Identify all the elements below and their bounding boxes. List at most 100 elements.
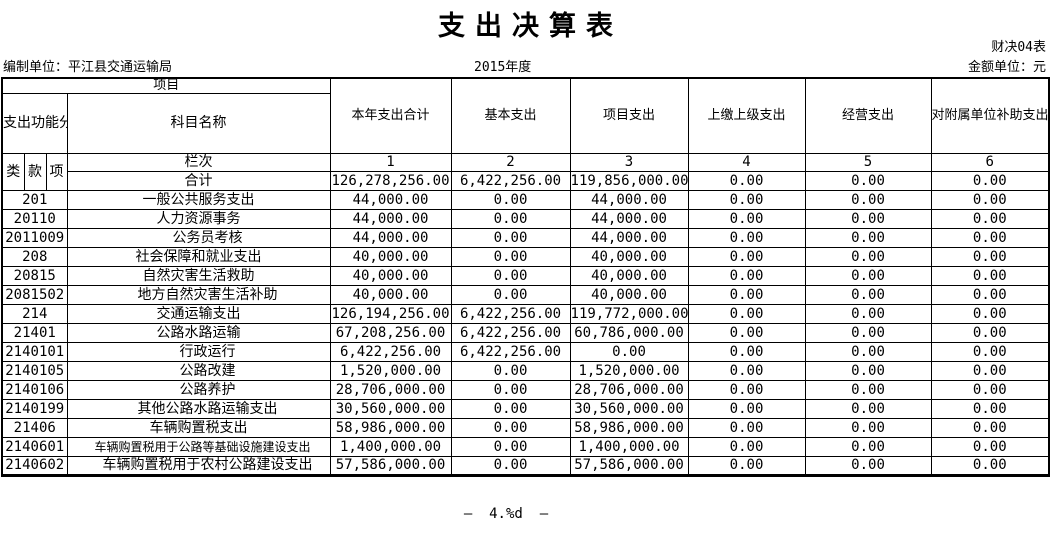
table-body: 201 一般公共服务支出 44,000.00 0.00 44,000.00 0.… xyxy=(1,190,1050,477)
value-cell: 28,706,000.00 xyxy=(569,380,689,401)
value-cell: 57,586,000.00 xyxy=(569,456,689,477)
column-index-4: 4 xyxy=(687,153,806,173)
table-row: 20815 自然灾害生活救助 40,000.00 0.00 40,000.00 … xyxy=(1,266,1050,287)
value-cell: 0.00 xyxy=(687,190,806,211)
value-cell: 28,706,000.00 xyxy=(329,380,452,401)
value-cell: 0.00 xyxy=(804,361,932,382)
value-cell: 0.00 xyxy=(804,380,932,401)
value-cell: 1,400,000.00 xyxy=(569,437,689,458)
value-cell: 40,000.00 xyxy=(569,247,689,268)
header-subject-name: 科目名称 xyxy=(66,93,331,155)
subject-name-cell: 地方自然灾害生活补助 xyxy=(66,285,331,306)
value-cell: 0.00 xyxy=(930,209,1050,230)
table-row: 2140101 行政运行 6,422,256.00 6,422,256.00 0… xyxy=(1,342,1050,363)
function-code-cell: 2081502 xyxy=(1,285,68,306)
table-row: 2140601 车辆购置税用于公路等基础设施建设支出 1,400,000.00 … xyxy=(1,437,1050,458)
value-cell: 0.00 xyxy=(450,380,571,401)
value-cell: 0.00 xyxy=(450,437,571,458)
value-cell: 0.00 xyxy=(687,285,806,306)
value-cell: 0.00 xyxy=(930,323,1050,344)
function-code-cell: 2140601 xyxy=(1,437,68,458)
value-cell: 0.00 xyxy=(687,228,806,249)
function-code-cell: 2140105 xyxy=(1,361,68,382)
subject-name-cell: 公路水路运输 xyxy=(66,323,331,344)
subject-name-cell: 车辆购置税用于公路等基础设施建设支出 xyxy=(66,437,331,458)
value-cell: 1,400,000.00 xyxy=(329,437,452,458)
value-cell: 0.00 xyxy=(569,342,689,363)
value-cell: 0.00 xyxy=(687,361,806,382)
header-col-current-year-total: 本年支出合计 xyxy=(329,77,452,155)
subject-name-cell: 公路养护 xyxy=(66,380,331,401)
value-cell: 0.00 xyxy=(450,266,571,287)
value-cell: 30,560,000.00 xyxy=(329,399,452,420)
value-cell: 0.00 xyxy=(804,399,932,420)
value-cell: 0.00 xyxy=(930,456,1050,477)
function-code-cell: 2011009 xyxy=(1,228,68,249)
value-cell: 40,000.00 xyxy=(329,266,452,287)
subject-name-cell: 自然灾害生活救助 xyxy=(66,266,331,287)
subject-name-cell: 其他公路水路运输支出 xyxy=(66,399,331,420)
column-index-3: 3 xyxy=(569,153,689,173)
value-cell: 0.00 xyxy=(804,342,932,363)
function-code-cell: 214 xyxy=(1,304,68,325)
value-cell: 1,520,000.00 xyxy=(329,361,452,382)
value-cell: 0.00 xyxy=(804,266,932,287)
value-cell: 0.00 xyxy=(804,437,932,458)
function-code-cell: 20110 xyxy=(1,209,68,230)
subject-name-cell: 交通运输支出 xyxy=(66,304,331,325)
function-code-cell: 20815 xyxy=(1,266,68,287)
value-cell: 0.00 xyxy=(450,190,571,211)
value-cell: 0.00 xyxy=(930,247,1050,268)
value-cell: 0.00 xyxy=(930,361,1050,382)
value-cell: 0.00 xyxy=(450,361,571,382)
form-number-label: 财决04表 xyxy=(991,40,1046,55)
header-project: 项目 xyxy=(1,77,331,95)
function-code-cell: 208 xyxy=(1,247,68,268)
total-value-cell: 0.00 xyxy=(930,171,1050,192)
value-cell: 0.00 xyxy=(687,323,806,344)
value-cell: 0.00 xyxy=(687,399,806,420)
header-col-basic-expenditure: 基本支出 xyxy=(450,77,571,155)
total-value-cell: 0.00 xyxy=(687,171,806,192)
table-row: 2140105 公路改建 1,520,000.00 0.00 1,520,000… xyxy=(1,361,1050,382)
table-row: 2140199 其他公路水路运输支出 30,560,000.00 0.00 30… xyxy=(1,399,1050,420)
value-cell: 44,000.00 xyxy=(329,228,452,249)
table-row: 21406 车辆购置税支出 58,986,000.00 0.00 58,986,… xyxy=(1,418,1050,439)
value-cell: 0.00 xyxy=(450,209,571,230)
function-code-cell: 2140101 xyxy=(1,342,68,363)
value-cell: 6,422,256.00 xyxy=(450,342,571,363)
table-row: 2081502 地方自然灾害生活补助 40,000.00 0.00 40,000… xyxy=(1,285,1050,306)
value-cell: 0.00 xyxy=(687,342,806,363)
fiscal-year-label: 2015年度 xyxy=(474,60,532,75)
report-meta-row: 编制单位：平江县交通运输局 2015年度 金额单位：元 xyxy=(0,58,1051,76)
value-cell: 0.00 xyxy=(687,304,806,325)
value-cell: 44,000.00 xyxy=(329,209,452,230)
value-cell: 0.00 xyxy=(804,418,932,439)
value-cell: 0.00 xyxy=(930,342,1050,363)
table-row: 2140602 车辆购置税用于农村公路建设支出 57,586,000.00 0.… xyxy=(1,456,1050,477)
value-cell: 0.00 xyxy=(450,418,571,439)
value-cell: 0.00 xyxy=(930,228,1050,249)
value-cell: 0.00 xyxy=(804,209,932,230)
page-title: 支出决算表 xyxy=(438,11,623,42)
value-cell: 0.00 xyxy=(687,418,806,439)
subject-name-cell: 车辆购置税用于农村公路建设支出 xyxy=(66,456,331,477)
function-code-cell: 201 xyxy=(1,190,68,211)
value-cell: 126,194,256.00 xyxy=(329,304,452,325)
column-index-6: 6 xyxy=(930,153,1050,173)
value-cell: 6,422,256.00 xyxy=(450,323,571,344)
total-value-cell: 119,856,000.00 xyxy=(569,171,689,192)
header-section: 款 xyxy=(23,153,47,192)
value-cell: 119,772,000.00 xyxy=(569,304,689,325)
subject-name-cell: 行政运行 xyxy=(66,342,331,363)
value-cell: 0.00 xyxy=(450,399,571,420)
value-cell: 40,000.00 xyxy=(569,266,689,287)
value-cell: 30,560,000.00 xyxy=(569,399,689,420)
page-footer: — 4.%d — xyxy=(463,506,549,522)
function-code-cell: 21406 xyxy=(1,418,68,439)
amount-unit-label: 金额单位：元 xyxy=(967,60,1046,75)
value-cell: 0.00 xyxy=(450,456,571,477)
header-item: 项 xyxy=(45,153,68,192)
value-cell: 0.00 xyxy=(687,209,806,230)
prepared-by-label: 编制单位：平江县交通运输局 xyxy=(3,60,173,75)
